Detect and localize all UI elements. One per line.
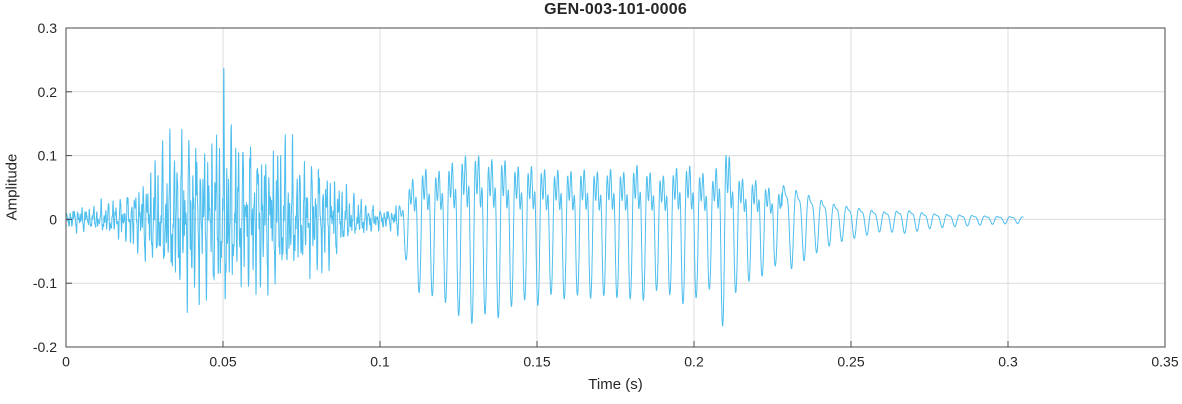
waveform-path [65,67,1024,327]
y-tick-label: 0.1 [38,148,58,164]
x-tick-label: 0.05 [209,353,236,369]
y-tick-label: 0.3 [38,20,58,36]
chart-title: GEN-003-101-0006 [544,1,687,18]
x-tick-label: 0.25 [837,353,864,369]
y-tick-label: -0.2 [33,339,57,355]
axes-box [65,27,1166,348]
x-tick-label: 0.15 [523,353,550,369]
x-tick-label: 0.2 [684,353,704,369]
x-axis-label: Time (s) [588,376,643,393]
x-tick-label: 0.35 [1151,353,1178,369]
x-tick-label: 0 [62,353,70,369]
x-tick-label: 0.3 [998,353,1018,369]
y-tick-label: 0.2 [38,84,58,100]
x-tick-label: 0.1 [370,353,390,369]
y-tick-label: -0.1 [33,275,57,291]
y-tick-label: 0 [49,211,57,227]
